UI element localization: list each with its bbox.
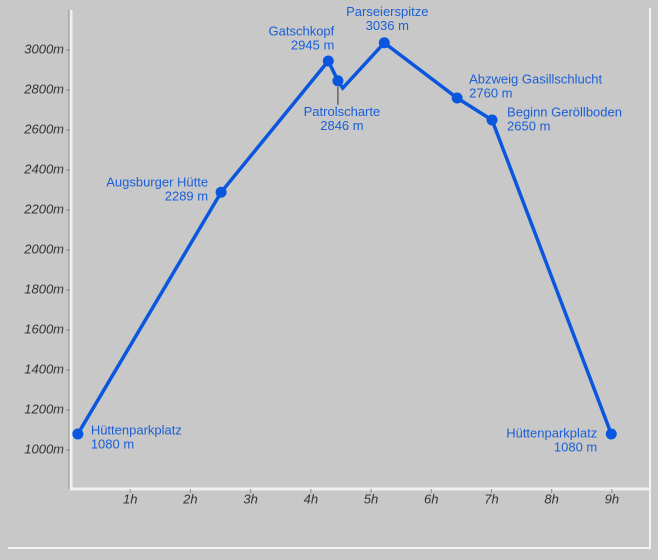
point-value: 2650 m: [507, 118, 550, 133]
y-tick-label: 1200m: [24, 401, 64, 416]
point-value: 1080 m: [91, 436, 134, 451]
line: [76, 40, 613, 435]
x-tick-label: 2h: [182, 491, 197, 506]
point-name: Abzweig Gasillschlucht: [469, 71, 602, 86]
point-marker: [486, 114, 498, 126]
x-tick-label: 1h: [123, 491, 137, 506]
y-tick-label: 1600m: [24, 321, 64, 336]
y-tick-label: 2800m: [23, 81, 64, 96]
point-marker: [215, 186, 227, 198]
x-tick-label: 3h: [243, 491, 257, 506]
y-tick-label: 3000m: [24, 41, 64, 56]
point-name: Beginn Geröllboden: [507, 104, 622, 119]
point-name: Parseierspitze: [346, 4, 428, 19]
point-name: Hüttenparkplatz: [506, 425, 597, 440]
x-tick-label: 7h: [484, 491, 498, 506]
y-tick-label: 2400m: [23, 161, 64, 176]
y-tick-label: 1000m: [24, 441, 64, 456]
frame: [8, 8, 651, 549]
x-tick-label: 5h: [364, 491, 378, 506]
point-name: Augsburger Hütte: [106, 175, 208, 190]
point-marker: [451, 92, 463, 104]
y-tick-label: 2600m: [23, 121, 64, 136]
point-marker: [72, 428, 84, 440]
point-name: Gatschkopf: [269, 23, 335, 38]
x-tick-label: 8h: [544, 491, 558, 506]
y-tick-label: 2000m: [23, 241, 64, 256]
x-tick-label: 4h: [304, 491, 318, 506]
y-tick-label: 1400m: [24, 361, 64, 376]
point-value: 3036 m: [366, 18, 409, 33]
point-value: 2945 m: [291, 37, 334, 52]
point-value: 2760 m: [469, 85, 512, 100]
x-tick-label: 9h: [605, 491, 619, 506]
point-value: 1080 m: [554, 439, 597, 454]
point-marker: [605, 428, 617, 440]
x-tick-label: 6h: [424, 491, 438, 506]
point-value: 2289 m: [165, 189, 208, 204]
point-marker: [332, 75, 344, 87]
point-name: Patrolscharte: [304, 104, 381, 119]
point-marker: [322, 55, 334, 67]
point-value: 2846 m: [320, 118, 363, 133]
y-tick-label: 2200m: [23, 201, 64, 216]
point-marker: [378, 37, 390, 49]
y-tick-label: 1800m: [24, 281, 64, 296]
point-name: Hüttenparkplatz: [91, 422, 182, 437]
